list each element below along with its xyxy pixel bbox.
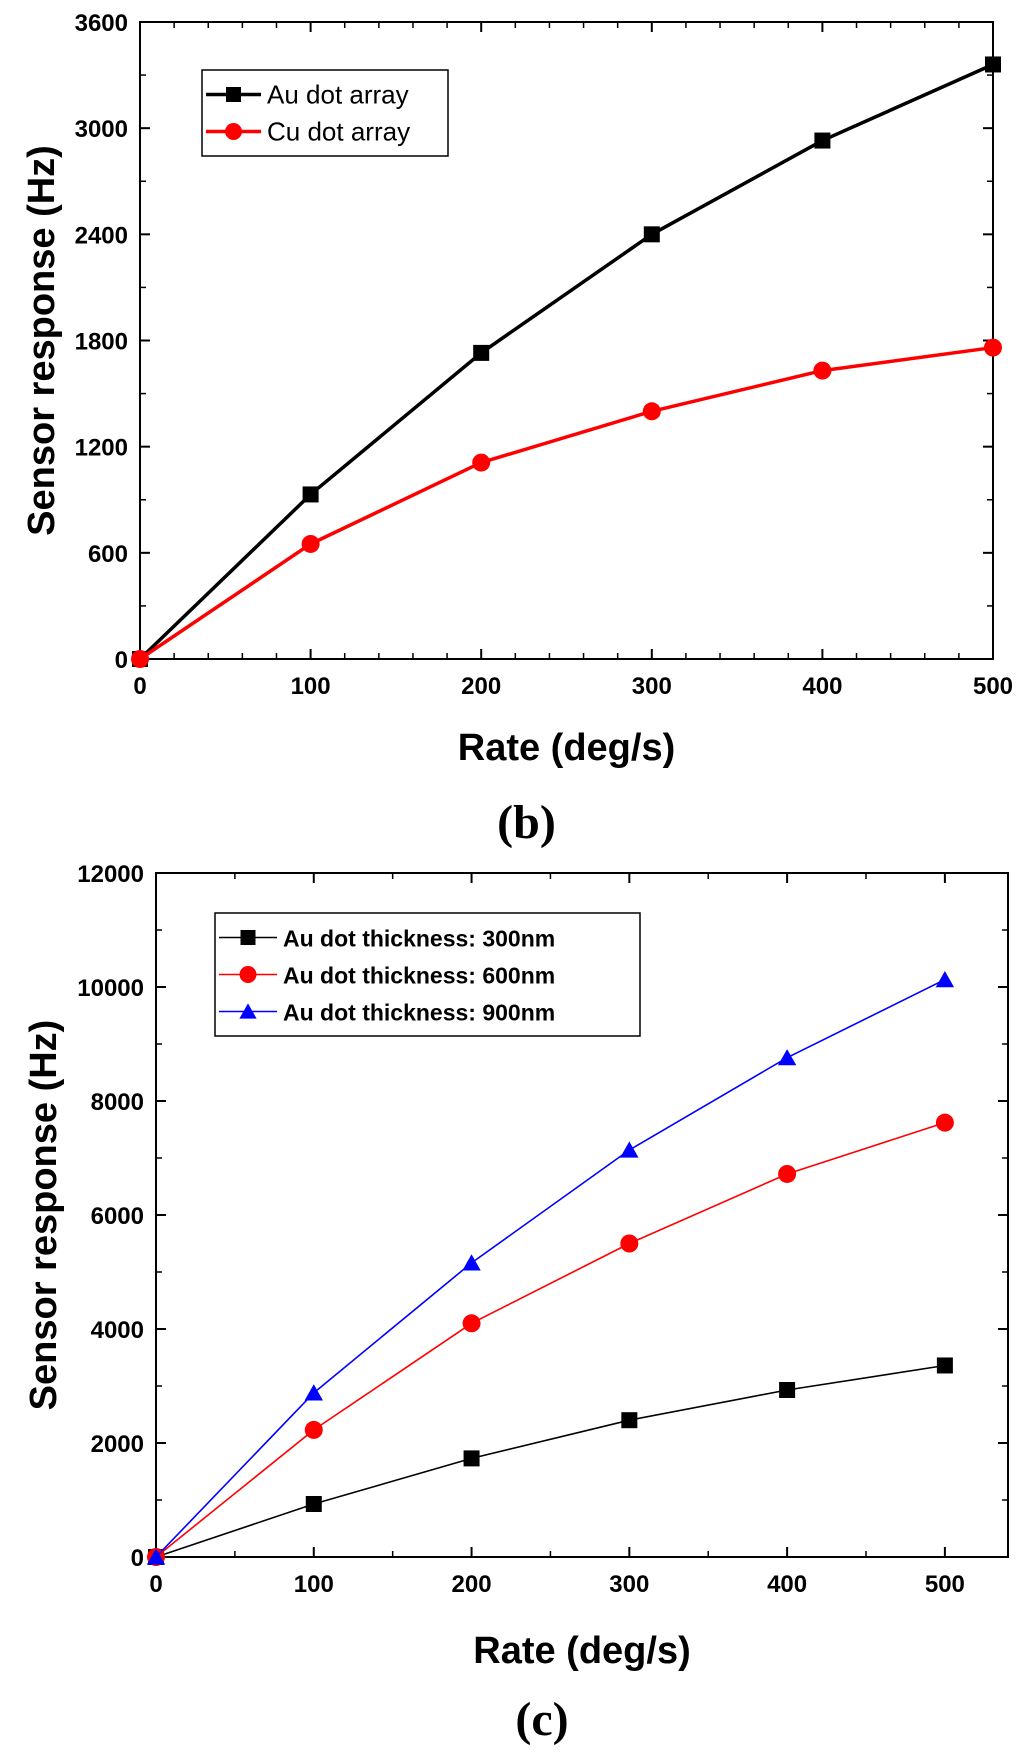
x-tick-label: 500 bbox=[925, 1571, 965, 1598]
y-axis-title: Sensor response (Hz) bbox=[21, 145, 63, 536]
y-tick-label: 12000 bbox=[77, 861, 144, 888]
data-point-series-1 bbox=[779, 1381, 796, 1398]
y-tick-label: 600 bbox=[88, 541, 128, 568]
x-tick-label: 200 bbox=[452, 1571, 492, 1598]
y-tick-label: 0 bbox=[131, 1545, 144, 1572]
data-point-series-1 bbox=[621, 1412, 638, 1429]
legend-label: Au dot array bbox=[267, 80, 409, 110]
x-tick-label: 200 bbox=[461, 673, 501, 700]
y-axis-title: Sensor response (Hz) bbox=[23, 1020, 65, 1411]
data-point-series-2 bbox=[778, 1164, 797, 1183]
data-point-series-2 bbox=[304, 1420, 323, 1439]
data-point-series-2 bbox=[131, 650, 149, 668]
series-line-1 bbox=[138, 62, 994, 661]
data-point-series-2 bbox=[301, 534, 320, 553]
y-tick-label: 10000 bbox=[77, 975, 144, 1002]
y-tick-label: 3600 bbox=[75, 10, 128, 37]
y-tick-label: 2000 bbox=[91, 1431, 144, 1458]
x-tick-label: 100 bbox=[294, 1571, 334, 1598]
data-point-series-1 bbox=[814, 132, 831, 149]
x-tick-label: 500 bbox=[973, 673, 1013, 700]
legend-marker bbox=[239, 1003, 257, 1019]
data-point-series-1 bbox=[643, 226, 660, 243]
panel-label: (b) bbox=[497, 796, 556, 849]
data-point-series-1 bbox=[985, 56, 1001, 73]
data-point-series-2 bbox=[642, 402, 661, 421]
x-axis-title: Rate (deg/s) bbox=[458, 727, 675, 769]
series-line-2 bbox=[155, 1121, 946, 1558]
data-point-series-1 bbox=[305, 1495, 322, 1512]
x-axis-title: Rate (deg/s) bbox=[473, 1630, 690, 1672]
series-line-1 bbox=[155, 1364, 946, 1558]
data-point-series-2 bbox=[984, 338, 1002, 357]
chart-b: 0 100 200 300 400 500 0 600 1200 1800 2400 3000 3600… bbox=[21, 10, 1013, 849]
chart-c: 0 100 200 300 400 500 0 2000 4000 6000 8000 10000 12… bbox=[23, 861, 1009, 1746]
data-point-series-3 bbox=[935, 970, 955, 988]
data-point-series-2 bbox=[462, 1314, 481, 1333]
data-point-series-1 bbox=[302, 486, 319, 503]
data-point-series-3 bbox=[462, 1254, 481, 1271]
y-tick-label: 6000 bbox=[91, 1203, 144, 1230]
y-tick-label: 1800 bbox=[75, 329, 128, 356]
data-point-series-1 bbox=[463, 1450, 480, 1467]
y-tick-label: 0 bbox=[115, 647, 128, 674]
x-tick-label: 400 bbox=[802, 673, 842, 700]
series-line-2 bbox=[139, 345, 994, 661]
y-tick-label: 4000 bbox=[91, 1317, 144, 1344]
x-tick-label: 0 bbox=[133, 673, 146, 700]
legend-marker bbox=[226, 87, 241, 102]
data-point-series-3 bbox=[304, 1384, 323, 1401]
data-point-series-2 bbox=[813, 361, 832, 380]
legend-box bbox=[214, 912, 641, 1037]
legend-marker bbox=[225, 123, 242, 140]
y-tick-label: 3000 bbox=[75, 116, 128, 143]
y-tick-label: 1200 bbox=[75, 435, 128, 462]
x-tick-label: 400 bbox=[767, 1571, 807, 1598]
data-point-series-1 bbox=[936, 1357, 953, 1374]
legend-marker bbox=[239, 966, 257, 983]
data-point-series-2 bbox=[620, 1234, 639, 1253]
data-point-series-3 bbox=[620, 1141, 639, 1158]
legend-label: Au dot thickness: 600nm bbox=[283, 963, 555, 989]
series-line-3 bbox=[155, 978, 946, 1558]
panel-label: (c) bbox=[515, 1693, 568, 1746]
x-tick-label: 300 bbox=[632, 673, 672, 700]
data-point-series-1 bbox=[473, 344, 490, 361]
x-tick-label: 100 bbox=[291, 673, 331, 700]
data-point-series-2 bbox=[472, 453, 491, 472]
legend-label: Au dot thickness: 300nm bbox=[283, 926, 555, 952]
data-point-series-3 bbox=[146, 1548, 166, 1565]
legend-box bbox=[201, 69, 449, 157]
legend-marker bbox=[240, 930, 256, 945]
x-tick-label: 0 bbox=[149, 1571, 162, 1598]
y-tick-label: 2400 bbox=[75, 222, 128, 249]
legend-label: Au dot thickness: 900nm bbox=[283, 1000, 555, 1026]
data-point-series-3 bbox=[777, 1049, 797, 1066]
x-tick-label: 300 bbox=[609, 1571, 649, 1598]
data-point-series-2 bbox=[935, 1113, 954, 1132]
y-tick-label: 8000 bbox=[91, 1089, 144, 1116]
legend-label: Cu dot array bbox=[267, 117, 410, 147]
